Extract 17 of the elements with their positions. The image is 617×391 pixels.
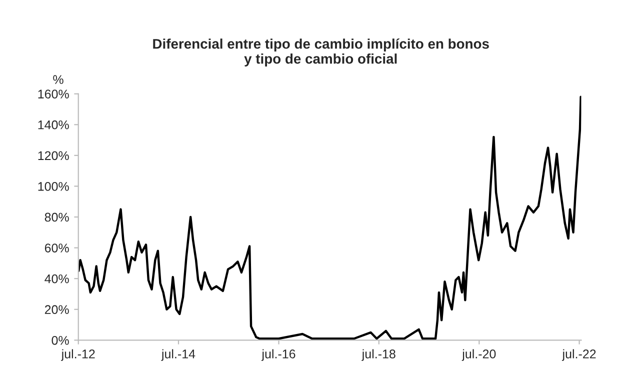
y-axis-title: %	[53, 75, 64, 84]
x-tick-label: jul.-18	[362, 349, 396, 361]
y-tick-label: 0%	[52, 336, 69, 345]
chart-title: Diferencial entre tipo de cambio implícito en bonos y tipo de cambio oficial	[153, 38, 489, 66]
y-tick-label: 20%	[44, 305, 69, 314]
y-tick-label: 140%	[38, 120, 69, 130]
y-tick-label: 40%	[44, 274, 69, 284]
y-tick-label: 60%	[44, 244, 69, 252]
x-tick-label: jul.-22	[562, 349, 596, 361]
y-tick-label: 120%	[38, 151, 69, 160]
x-tick-label: jul.-12	[61, 349, 95, 361]
y-tick-label: 160%	[38, 90, 69, 98]
x-tick-label: jul.-20	[462, 349, 496, 361]
y-tick-label: 100%	[38, 182, 69, 191]
x-tick-label: jul.-14	[161, 349, 196, 361]
y-tick-label: 80%	[44, 212, 69, 222]
x-tick-label: jul.-16	[261, 349, 296, 361]
